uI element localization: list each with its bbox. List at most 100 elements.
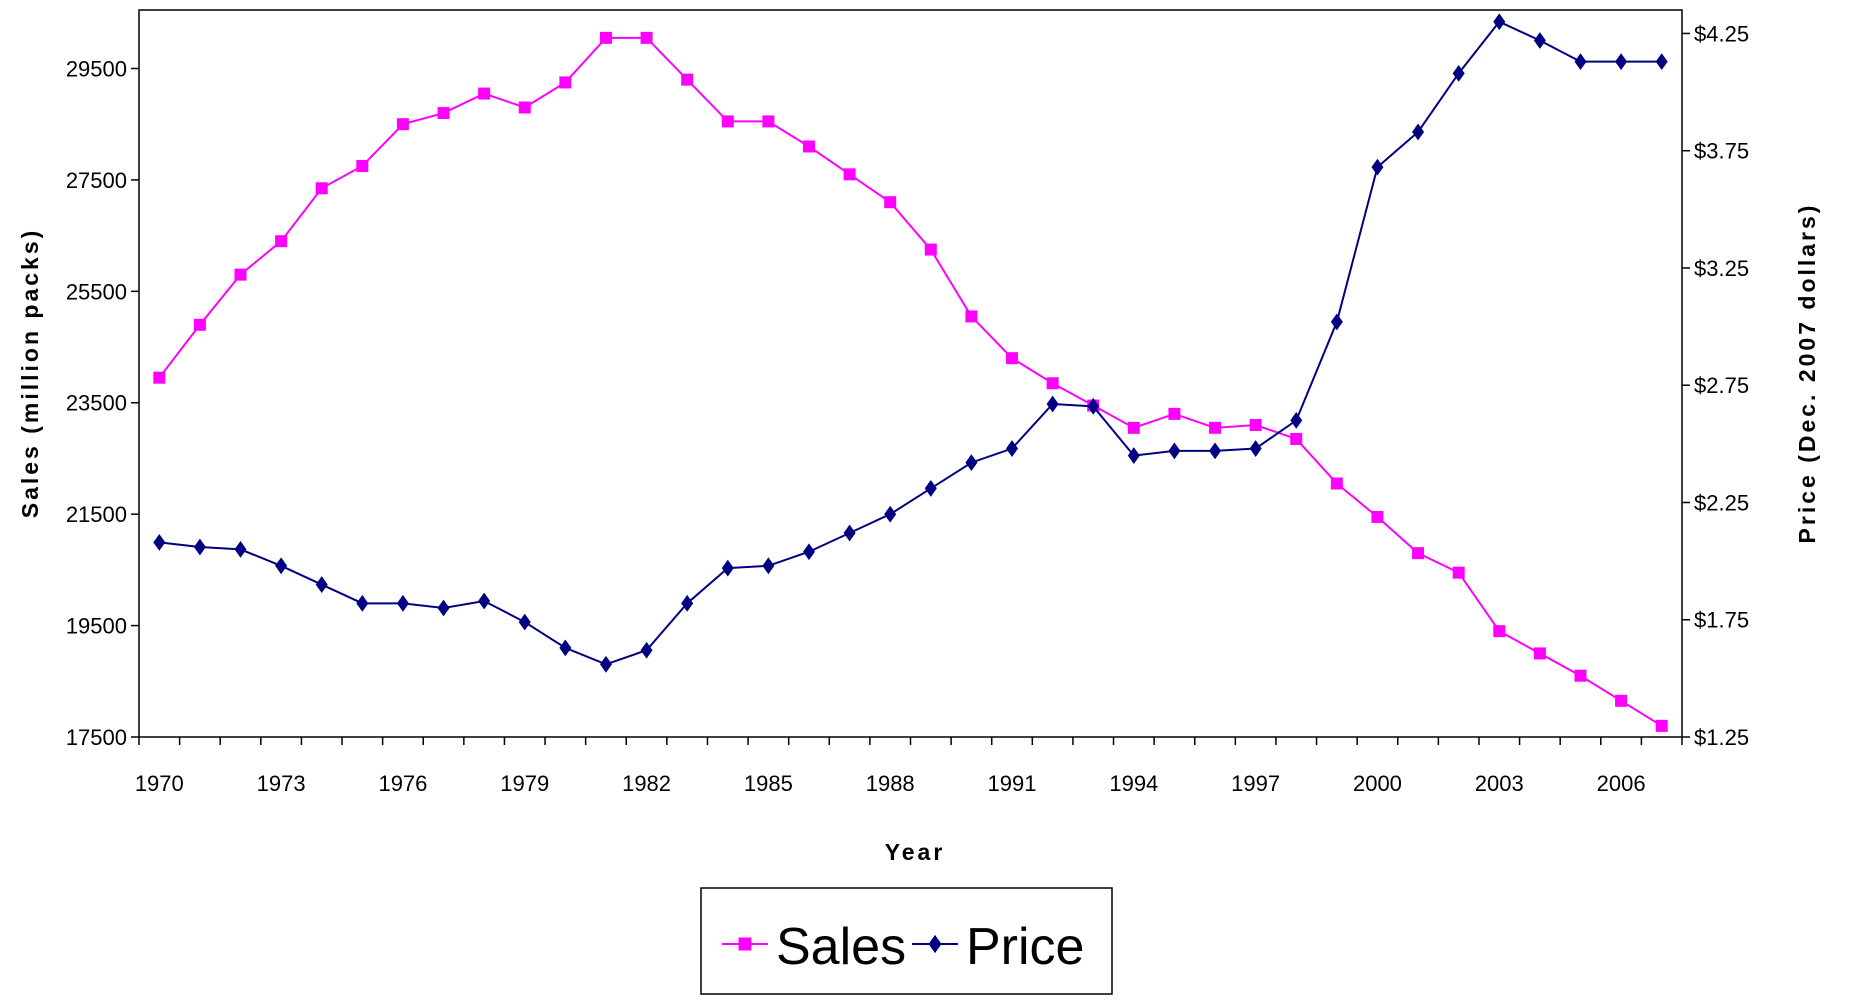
- x-tick-label: 1994: [1109, 771, 1158, 796]
- x-tick-label: 1979: [500, 771, 549, 796]
- marker: [928, 934, 942, 954]
- marker: [1452, 566, 1465, 579]
- marker: [1046, 395, 1059, 413]
- marker: [802, 140, 815, 153]
- marker: [1330, 313, 1343, 331]
- marker: [1371, 158, 1384, 176]
- marker: [1290, 432, 1303, 445]
- marker: [721, 115, 734, 128]
- legend-label: Sales: [776, 918, 906, 976]
- marker: [1655, 719, 1668, 732]
- marker: [478, 592, 491, 610]
- marker: [234, 268, 247, 281]
- y-tick-label: 27500: [66, 168, 127, 193]
- marker: [599, 31, 612, 44]
- marker: [1533, 32, 1546, 49]
- marker: [1168, 442, 1181, 460]
- marker: [1006, 440, 1019, 457]
- series-line: [159, 20, 1662, 666]
- marker: [1493, 625, 1506, 638]
- marker: [1249, 440, 1262, 457]
- marker: [1493, 13, 1506, 31]
- marker: [1412, 547, 1425, 560]
- marker: [396, 118, 409, 131]
- marker: [356, 594, 369, 612]
- marker: [681, 73, 694, 86]
- marker: [153, 371, 166, 384]
- y-tick-label: 29500: [66, 56, 127, 81]
- marker: [1209, 421, 1222, 434]
- marker: [843, 524, 856, 542]
- marker: [884, 196, 897, 209]
- y2-axis-title: Price (Dec. 2007 dollars): [1794, 203, 1820, 544]
- x-tick-label: 2003: [1475, 771, 1524, 796]
- y-tick-label: 19500: [66, 614, 127, 639]
- y-tick-label: 17500: [66, 725, 127, 750]
- marker: [924, 480, 937, 497]
- marker: [1330, 477, 1343, 490]
- marker: [478, 87, 491, 100]
- x-tick-label: 1970: [135, 771, 184, 796]
- marker: [681, 594, 694, 612]
- y2-tick-label: $2.25: [1694, 490, 1749, 515]
- marker: [1168, 407, 1181, 420]
- marker: [1412, 123, 1425, 141]
- x-tick-label: 1973: [257, 771, 306, 796]
- marker: [518, 101, 531, 114]
- marker: [437, 107, 450, 120]
- marker: [1533, 647, 1546, 660]
- marker: [315, 182, 328, 195]
- marker: [640, 31, 653, 44]
- marker: [275, 557, 288, 575]
- marker: [234, 540, 247, 558]
- x-axis-title: Year: [885, 839, 946, 865]
- legend-label: Price: [966, 918, 1084, 976]
- marker: [1371, 510, 1384, 523]
- y-axis-title: Sales (million packs): [17, 228, 43, 519]
- marker: [762, 557, 775, 575]
- marker: [1615, 53, 1628, 70]
- x-tick-label: 2006: [1597, 771, 1646, 796]
- marker: [843, 168, 856, 181]
- marker: [437, 599, 450, 617]
- marker: [1087, 397, 1100, 415]
- marker: [924, 243, 937, 256]
- marker: [1574, 669, 1587, 682]
- marker: [1127, 447, 1140, 464]
- marker: [802, 543, 815, 561]
- marker: [1655, 53, 1668, 70]
- marker: [396, 594, 409, 612]
- marker: [1574, 53, 1587, 70]
- marker: [153, 533, 166, 551]
- marker: [1249, 419, 1262, 432]
- marker: [1006, 352, 1019, 365]
- plot-frame: [138, 9, 1683, 738]
- x-tick-label: 1997: [1231, 771, 1280, 796]
- marker: [275, 235, 288, 248]
- marker: [193, 318, 206, 331]
- marker: [193, 538, 206, 556]
- y2-tick-label: $3.25: [1694, 256, 1749, 281]
- marker: [965, 310, 978, 323]
- marker: [738, 937, 752, 951]
- marker: [965, 454, 978, 472]
- legend-box: [700, 887, 1113, 995]
- marker: [1046, 377, 1059, 390]
- y-tick-label: 25500: [66, 279, 127, 304]
- marker: [599, 655, 612, 673]
- marker: [884, 505, 897, 523]
- x-tick-label: 1991: [988, 771, 1037, 796]
- marker: [559, 76, 572, 89]
- x-tick-label: 1988: [866, 771, 915, 796]
- y2-tick-label: $1.75: [1694, 608, 1749, 633]
- y2-tick-label: $2.75: [1694, 373, 1749, 398]
- marker: [762, 115, 775, 128]
- marker: [1127, 421, 1140, 434]
- y2-tick-label: $4.25: [1694, 21, 1749, 46]
- marker: [721, 559, 734, 577]
- marker: [518, 613, 531, 631]
- y-tick-label: 23500: [66, 391, 127, 416]
- marker: [315, 576, 328, 593]
- x-tick-label: 1985: [744, 771, 793, 796]
